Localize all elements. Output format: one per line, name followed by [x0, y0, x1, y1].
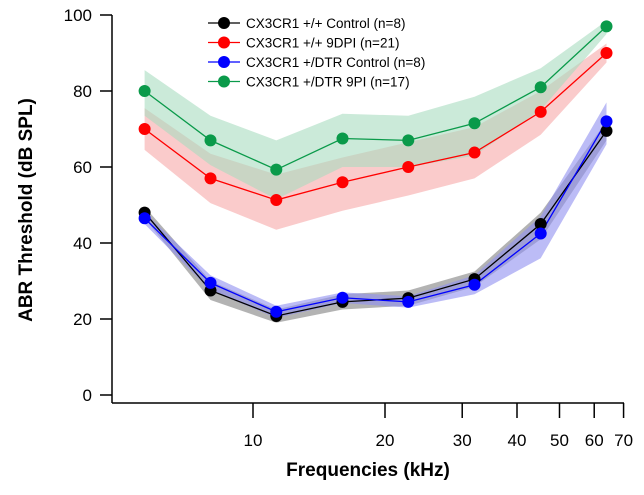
band-series-2 — [144, 102, 607, 318]
point-series-2 — [336, 291, 349, 304]
legend-item: CX3CR1 +/+ 9DPI (n=21) — [208, 36, 399, 51]
point-series-1 — [534, 105, 547, 118]
legend-label: CX3CR1 +/DTR 9PI (n=17) — [246, 75, 410, 90]
line-series-1 — [144, 52, 607, 201]
series-points — [138, 20, 613, 322]
point-series-1 — [468, 146, 481, 159]
y-tick-label: 0 — [83, 386, 92, 405]
point-series-0 — [600, 124, 613, 137]
x-tick-label: 40 — [508, 431, 527, 450]
point-series-1 — [600, 47, 613, 59]
legend-marker — [218, 36, 230, 49]
x-tick-label: 20 — [376, 431, 395, 450]
point-series-3 — [534, 81, 547, 94]
point-series-2 — [468, 278, 481, 291]
point-series-0 — [534, 218, 547, 230]
point-series-3 — [138, 85, 151, 97]
legend-item: CX3CR1 +/DTR 9PI (n=17) — [208, 75, 410, 90]
line-series-2 — [144, 121, 608, 313]
point-series-1 — [402, 161, 415, 173]
x-tick-label: 50 — [550, 431, 569, 450]
y-tick-label: 20 — [73, 310, 92, 329]
legend-marker — [218, 17, 230, 29]
point-series-3 — [468, 117, 481, 130]
legend-marker — [218, 75, 230, 88]
legend-marker — [218, 56, 230, 68]
point-series-1 — [336, 176, 349, 189]
point-series-3 — [204, 134, 217, 147]
ticks: 10 20 30 40 50 60 70 0 20 40 60 80 100 — [64, 6, 633, 450]
x-tick-label: 10 — [244, 431, 263, 450]
band-series-3 — [144, 20, 607, 200]
y-tick-label: 100 — [64, 6, 92, 25]
x-tick-label: 30 — [453, 431, 472, 450]
point-series-1 — [138, 123, 151, 135]
y-tick-label: 60 — [73, 158, 92, 177]
legend-item: CX3CR1 +/+ Control (n=8) — [208, 16, 405, 31]
legend: CX3CR1 +/+ Control (n=8) CX3CR1 +/+ 9DPI … — [208, 16, 425, 90]
point-series-1 — [270, 194, 283, 207]
x-axis-label: Frequencies (kHz) — [286, 460, 450, 481]
point-series-3 — [402, 134, 415, 147]
point-series-1 — [204, 172, 217, 185]
point-series-2 — [138, 212, 151, 225]
y-tick-label: 40 — [73, 234, 92, 253]
legend-label: CX3CR1 +/+ Control (n=8) — [246, 16, 405, 31]
line-series-3 — [144, 25, 607, 171]
point-series-2 — [204, 276, 217, 289]
series-lines — [144, 25, 608, 317]
y-tick-label: 80 — [73, 82, 92, 101]
y-axis-label: ABR Threshold (dB SPL) — [16, 98, 37, 322]
x-tick-label: 70 — [614, 431, 633, 450]
point-series-2 — [600, 115, 613, 128]
point-series-3 — [600, 20, 613, 33]
point-series-3 — [270, 163, 283, 176]
legend-label: CX3CR1 +/+ 9DPI (n=21) — [246, 36, 399, 51]
x-tick-label: 60 — [585, 431, 604, 450]
point-series-2 — [270, 305, 283, 318]
legend-label: CX3CR1 +/DTR Control (n=8) — [246, 55, 425, 70]
point-series-2 — [402, 295, 415, 308]
legend-item: CX3CR1 +/DTR Control (n=8) — [208, 55, 425, 70]
point-series-2 — [534, 227, 547, 240]
point-series-3 — [336, 132, 349, 145]
axes — [111, 15, 624, 404]
